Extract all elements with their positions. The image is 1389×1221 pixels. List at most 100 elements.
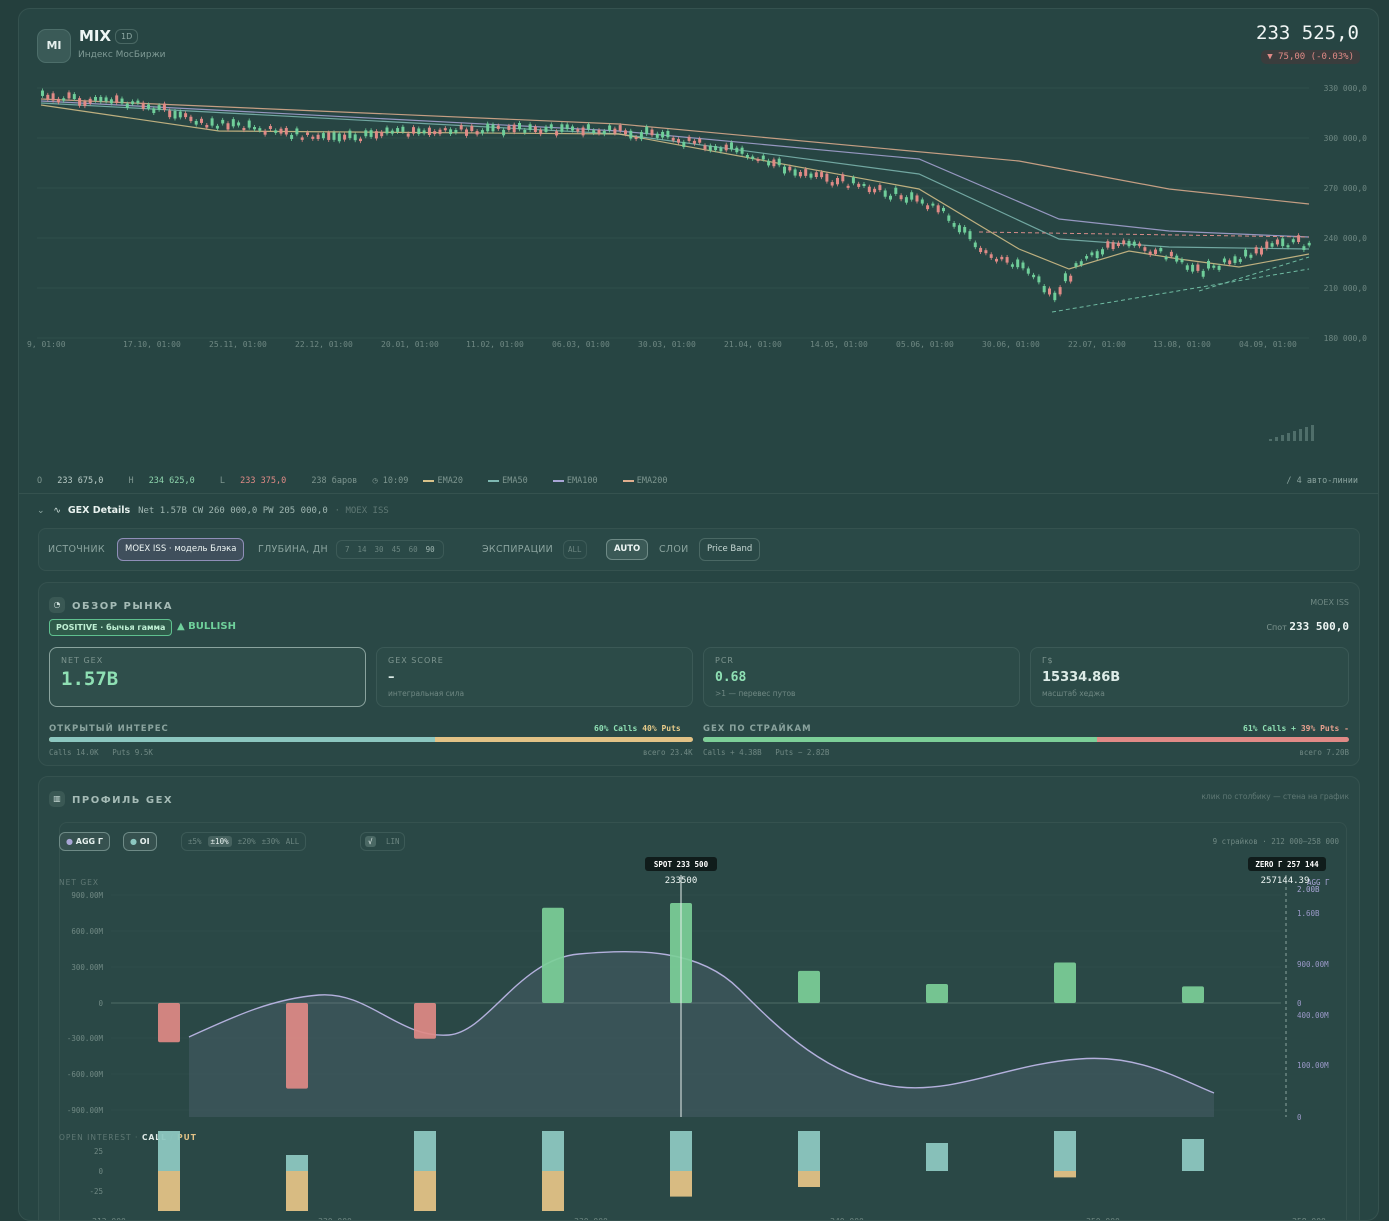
- candle: [1169, 251, 1173, 257]
- agg-gamma-tick: 0: [1297, 999, 1302, 1008]
- candle: [708, 145, 712, 151]
- candle: [194, 120, 198, 125]
- candle: [1095, 251, 1099, 259]
- candle: [830, 182, 834, 186]
- scale-toggle[interactable]: √ LIN: [360, 832, 405, 851]
- candle: [253, 127, 256, 130]
- auto-lines-toggle[interactable]: / 4 авто-линии: [1286, 476, 1358, 486]
- candle: [793, 169, 797, 176]
- oi-tick: -25: [89, 1187, 103, 1196]
- candle: [443, 128, 447, 131]
- candle: [210, 118, 214, 126]
- candle: [1058, 287, 1062, 295]
- candle: [576, 129, 580, 132]
- candle: [703, 145, 707, 150]
- candle: [650, 129, 654, 136]
- gex-profile-chart[interactable]: NET GEX 900.00M 600.00M 300.00M 0 -300.00M -60…: [19, 849, 1379, 1221]
- gex-details-header[interactable]: ⌄ ∿ GEX Details Net 1.57B CW 260 000,0 P…: [37, 505, 389, 516]
- candle: [300, 137, 304, 140]
- put-gex-bar: [414, 1003, 436, 1039]
- price-x-tick: 25.11, 01:00: [209, 340, 267, 349]
- candle: [88, 98, 92, 104]
- candle: [904, 197, 908, 203]
- candle: [926, 205, 930, 210]
- candle: [173, 110, 177, 119]
- gex-profile-card: ▥ ПРОФИЛЬ GEX клик по столбику — стена на…: [38, 776, 1360, 1220]
- candle: [1063, 273, 1067, 282]
- candle: [820, 172, 824, 178]
- depth-60: 60: [408, 545, 418, 554]
- candle: [1085, 256, 1089, 259]
- candle: [1265, 241, 1269, 249]
- candle: [677, 139, 680, 143]
- chevron-down-icon: ⌄: [37, 506, 45, 516]
- candle: [624, 130, 627, 135]
- candle: [1048, 288, 1051, 295]
- range-segment[interactable]: ±5% ±10% ±20% ±30% ALL: [181, 832, 307, 851]
- layers-price-band[interactable]: Price Band: [699, 538, 761, 561]
- candle: [878, 185, 882, 191]
- candle: [767, 160, 771, 166]
- strike-x-tick: 220 000: [318, 1217, 352, 1221]
- agg-gamma-tick: 100.00M: [1297, 1061, 1329, 1070]
- candle: [1037, 276, 1041, 283]
- overview-source: MOEX ISS: [1310, 598, 1349, 607]
- depth-7: 7: [345, 545, 350, 554]
- candle: [592, 130, 596, 134]
- oi-toggle[interactable]: ● OI: [123, 832, 157, 851]
- candle: [321, 133, 325, 139]
- candle: [1207, 260, 1210, 269]
- exp-auto-button[interactable]: AUTO: [606, 539, 649, 560]
- timeframe-badge[interactable]: 1D: [115, 29, 139, 44]
- candle: [523, 130, 527, 133]
- ema-line: [40, 100, 1310, 238]
- net-gex-tick: -600.00M: [67, 1070, 104, 1079]
- exp-all-button[interactable]: ALL: [563, 540, 587, 559]
- candle: [1291, 239, 1295, 243]
- call-gex-bar: [798, 970, 820, 1003]
- candle: [120, 98, 124, 104]
- candle: [417, 128, 421, 135]
- price-x-tick: 21.04, 01:00: [724, 340, 782, 349]
- strike-x-tick: 250 000: [1086, 1217, 1120, 1221]
- strikes-split: 61% Calls + 39% Puts -: [1243, 724, 1349, 733]
- oi-call-bar: [798, 1131, 820, 1171]
- net-gex-tick: 0: [98, 999, 103, 1008]
- candle: [772, 159, 776, 167]
- net-gex-tick: 300.00M: [71, 963, 103, 972]
- bar-chart-icon: ▥: [49, 790, 65, 807]
- volume-bar: [1287, 433, 1290, 441]
- candle: [756, 159, 760, 162]
- agg-gamma-tick: 900.00M: [1297, 960, 1329, 969]
- source-select[interactable]: MOEX ISS · модель Блэка: [117, 538, 245, 561]
- candle: [1302, 246, 1306, 250]
- price-chart[interactable]: 330 000,0 300 000,0 270 000,0 240 000,0 210 …: [19, 79, 1379, 459]
- candle: [78, 98, 82, 106]
- oi-put-bar: [670, 1171, 692, 1197]
- gamma-regime-badge: POSITIVE · бычья гамма: [49, 619, 173, 636]
- candle: [83, 101, 87, 107]
- candle: [295, 128, 299, 135]
- price-x-tick: 06.03, 01:00: [552, 340, 610, 349]
- oi-put-bar: [414, 1171, 436, 1211]
- candle: [1116, 242, 1120, 247]
- candle: [1042, 286, 1046, 293]
- candle: [385, 127, 389, 134]
- metric-net-gex[interactable]: NET GEX 1.57B: [49, 647, 366, 707]
- candle: [751, 156, 755, 159]
- candle: [989, 254, 993, 258]
- candle: [798, 172, 802, 177]
- candle: [936, 205, 940, 213]
- candle: [274, 130, 278, 133]
- agg-gamma-toggle[interactable]: ● AGG Γ: [59, 832, 110, 851]
- candle: [724, 144, 728, 151]
- price-x-tick: 17.10, 01:00: [123, 340, 181, 349]
- expirations-label: ЭКСПИРАЦИИ: [482, 544, 554, 555]
- candle: [46, 94, 50, 100]
- depth-segment[interactable]: 7 14 30 45 60 90: [336, 540, 444, 559]
- candle: [390, 130, 394, 134]
- source-label: ИСТОЧНИК: [48, 544, 105, 555]
- candle: [56, 98, 60, 103]
- profile-hint: клик по столбику — стена на график: [1201, 792, 1349, 801]
- instrument-logo: MI: [37, 29, 71, 63]
